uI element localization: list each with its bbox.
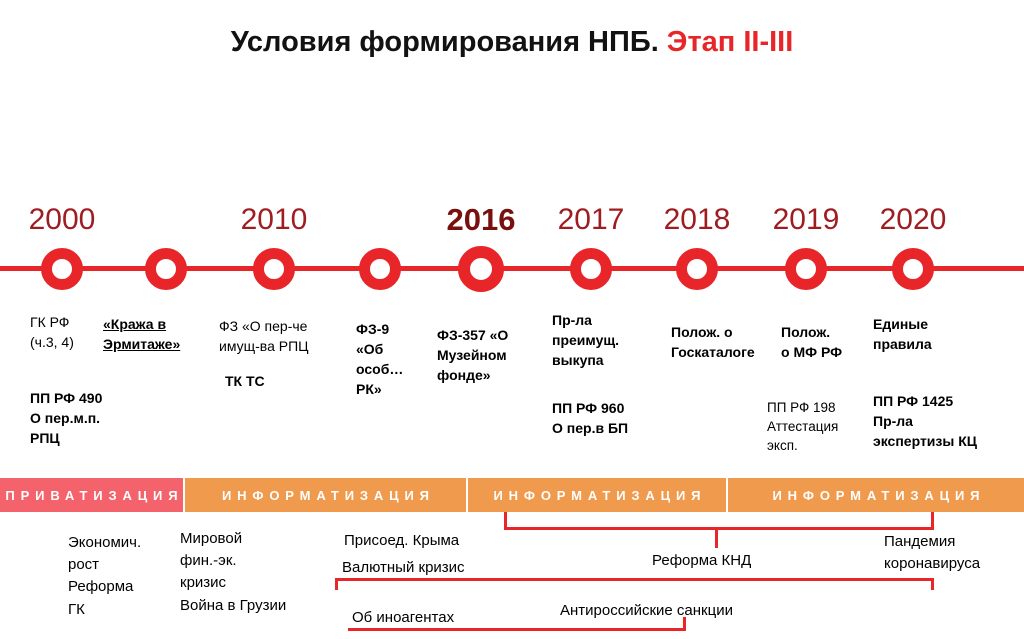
timeline-node-2020: [892, 248, 934, 290]
bracket-knd-right-tick: [931, 512, 934, 530]
note-anti-russian-sanctions: Антироссийские санкции: [560, 602, 733, 619]
timeline-node-2017: [570, 248, 612, 290]
year-label-2017: 2017: [557, 203, 625, 236]
event-note-pp-490: ПП РФ 490 О пер.м.п. РПЦ: [30, 390, 103, 446]
note-knd-reform: Реформа КНД: [652, 552, 752, 569]
event-note-preemptive-purchase: Пр-ла преимущ. выкупа: [552, 312, 620, 368]
bracket-crisis-left-tick: [335, 578, 338, 590]
bracket-knd-left-tick: [504, 512, 507, 530]
bracket-crisis-line: [335, 578, 934, 581]
year-label-2010: 2010: [240, 203, 308, 236]
event-note-pp-1425: ПП РФ 1425 Пр-ла экспертизы КЦ: [873, 393, 977, 449]
event-note-goskatalog: Полож. о Госкаталоге: [671, 324, 755, 360]
event-note-pp-960: ПП РФ 960 О пер.в БП: [552, 400, 629, 436]
event-note-pp-198: ПП РФ 198 Аттестация эксп.: [767, 400, 839, 454]
note-coronavirus-pandemic: Пандемия коронавируса: [884, 533, 981, 573]
event-note-fz357-museum-fund: ФЗ-357 «О Музейном фонде»: [437, 327, 509, 383]
year-label-2000: 2000: [28, 203, 96, 236]
timeline-node-2010: [253, 248, 295, 290]
phase-segment-informatization-1: ИНФОРМАТИЗАЦИЯ: [185, 478, 466, 512]
event-note-hermitage-theft: «Кража в Эрмитаже»: [103, 316, 181, 352]
note-foreign-agents: Об иноагентах: [352, 609, 455, 626]
timeline-node-2016: [458, 246, 504, 292]
page-title: Условия формирования НПБ. Этап II-III: [0, 26, 1024, 59]
timeline-node-2019: [785, 248, 827, 290]
phase-band: ПРИВАТИЗАЦИЯ ИНФОРМАТИЗАЦИЯ ИНФОРМАТИЗАЦ…: [0, 478, 1024, 512]
bracket-knd-line: [504, 527, 934, 530]
bracket-sanctions-line: [348, 628, 686, 631]
note-currency-crisis: Валютный кризис: [342, 559, 465, 576]
event-note-gk-rf: ГК РФ (ч.3, 4): [30, 314, 74, 350]
timeline-node-2000: [41, 248, 83, 290]
year-label-2018: 2018: [663, 203, 731, 236]
phase-segment-privatization: ПРИВАТИЗАЦИЯ: [0, 478, 183, 512]
event-note-unified-rules: Единые правила: [873, 316, 932, 352]
note-economic-growth: Экономич. рост Реформа ГК: [68, 534, 142, 618]
timeline-node-hermitage: [145, 248, 187, 290]
bracket-sanctions-tick: [683, 617, 686, 631]
timeline-node-fz9: [359, 248, 401, 290]
event-note-mf-rf: Полож. о МФ РФ: [781, 324, 843, 360]
event-note-fz9: ФЗ-9 «Об особ… РК»: [356, 321, 404, 397]
year-label-2019: 2019: [772, 203, 840, 236]
year-label-2016: 2016: [446, 202, 516, 237]
timeline-node-2018: [676, 248, 718, 290]
title-stage-highlight: Этап II-III: [658, 26, 794, 58]
note-crimea-accession: Присоед. Крыма: [344, 532, 460, 549]
year-label-2020: 2020: [879, 203, 947, 236]
event-note-fz-transfer-rpc: ФЗ «О пер-че имущ-ва РПЦ: [219, 318, 309, 354]
title-main: Условия формирования НПБ.: [230, 26, 659, 58]
bracket-knd-mid-tick: [715, 527, 718, 548]
note-financial-crisis: Мировой фин.-эк. кризис Война в Грузии: [180, 530, 287, 614]
phase-segment-informatization-2: ИНФОРМАТИЗАЦИЯ: [468, 478, 726, 512]
phase-segment-informatization-3: ИНФОРМАТИЗАЦИЯ: [728, 478, 1024, 512]
bracket-crisis-right-tick: [931, 578, 934, 590]
timeline-axis: [0, 266, 1024, 271]
event-note-tk-ts: ТК ТС: [225, 373, 265, 389]
